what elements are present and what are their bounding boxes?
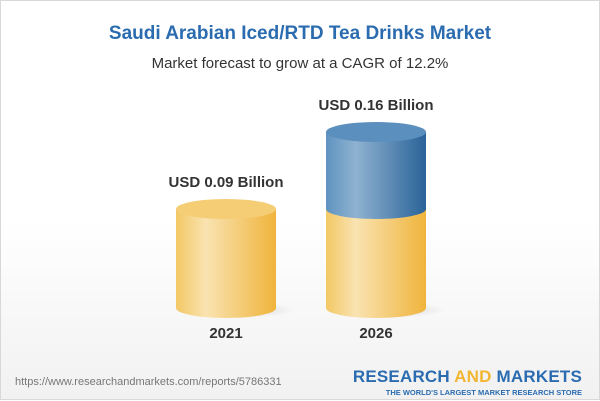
chart-subtitle: Market forecast to grow at a CAGR of 12.… (151, 55, 449, 72)
data-label: USD 0.16 Billion (318, 97, 433, 114)
cylinder-top (326, 122, 426, 142)
research-and-markets-logo: RESEARCH AND MARKETS THE WORLD'S LARGEST… (353, 367, 582, 397)
data-label: USD 0.09 Billion (168, 174, 283, 191)
cylinder-base-segment (176, 209, 276, 318)
source-url[interactable]: https://www.researchandmarkets.com/repor… (15, 376, 282, 388)
logo-text-and: AND (454, 367, 492, 386)
category-label: 2026 (359, 325, 392, 342)
logo-tagline: THE WORLD'S LARGEST MARKET RESEARCH STOR… (385, 388, 582, 397)
logo-text-research: RESEARCH (352, 367, 455, 386)
cylinder-top (176, 199, 276, 219)
category-label: 2021 (209, 325, 242, 342)
chart-title: Saudi Arabian Iced/RTD Tea Drinks Market (108, 23, 492, 44)
logo-text-markets: MARKETS (491, 367, 582, 386)
cylinder-growth-segment (326, 132, 426, 219)
cylinder-base-segment (326, 209, 426, 318)
